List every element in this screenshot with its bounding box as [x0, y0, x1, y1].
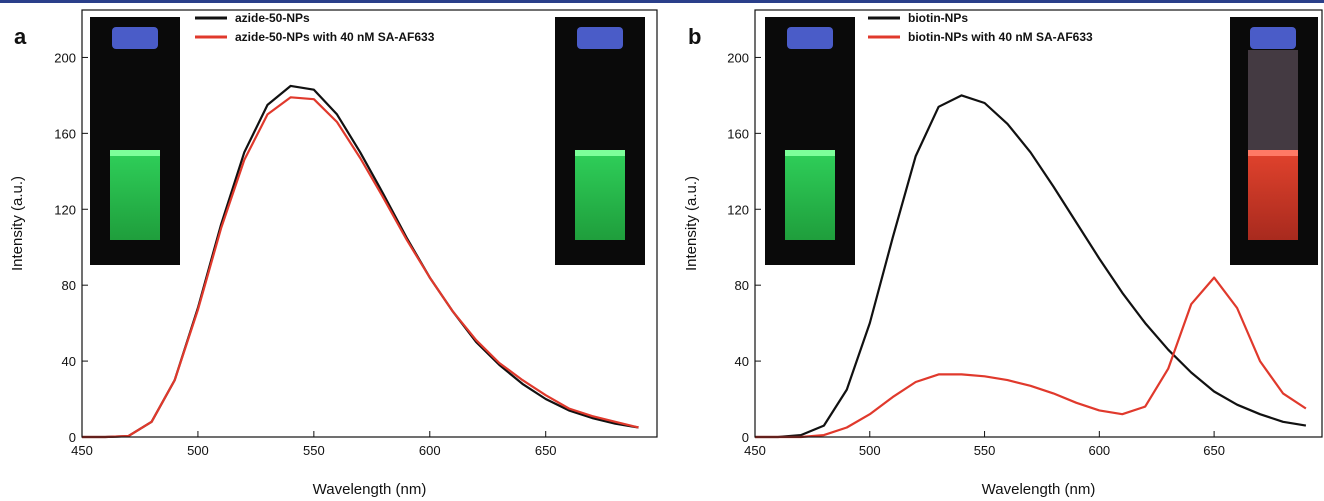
- x-tick-label: 600: [1088, 443, 1110, 458]
- series-line: [755, 276, 1307, 439]
- y-tick-label: 160: [54, 126, 76, 141]
- y-tick-label: 200: [54, 50, 76, 65]
- x-tick-label: 500: [859, 443, 881, 458]
- chart-panel: 450 500 550 600 650 0 40 80 120 160 200 biotin-NPs b…: [683, 9, 1323, 498]
- y-tick-label: 200: [727, 50, 749, 65]
- chart-panel: 450 500 550 600 650 0 40 80 120 160 200 azide-50-NP…: [9, 9, 658, 498]
- y-axis-label: Intensity (a.u.): [683, 176, 700, 271]
- x-tick-label: 450: [744, 443, 766, 458]
- y-tick-label: 80: [62, 278, 76, 293]
- x-tick-label: 500: [187, 443, 209, 458]
- x-tick-label: 650: [1203, 443, 1225, 458]
- inset-photo: [1230, 17, 1318, 265]
- y-tick-label: 0: [69, 430, 76, 445]
- header-strip: [0, 0, 1324, 3]
- x-axis-label: Wavelength (nm): [982, 481, 1096, 498]
- series-line: [755, 94, 1307, 439]
- legend-label: biotin-NPs with 40 nM SA-AF633: [908, 30, 1093, 44]
- y-tick-label: 40: [62, 354, 76, 369]
- y-axis-label: Intensity (a.u.): [9, 176, 26, 271]
- y-tick-label: 120: [727, 202, 749, 217]
- inset-photo: [765, 17, 855, 265]
- legend-label: biotin-NPs: [908, 11, 968, 25]
- x-tick-label: 650: [535, 443, 557, 458]
- x-tick-label: 550: [974, 443, 996, 458]
- y-tick-label: 0: [742, 430, 749, 445]
- y-tick-label: 120: [54, 202, 76, 217]
- plot-frame: [81, 9, 658, 438]
- y-tick-label: 160: [727, 126, 749, 141]
- panel-label: b: [688, 24, 701, 49]
- legend-label: azide-50-NPs with 40 nM SA-AF633: [235, 30, 435, 44]
- panel-label: a: [14, 24, 27, 49]
- series-line: [82, 96, 639, 439]
- x-tick-label: 550: [303, 443, 325, 458]
- inset-photo: [555, 17, 645, 265]
- x-tick-label: 450: [71, 443, 93, 458]
- x-tick-label: 600: [419, 443, 441, 458]
- legend-label: azide-50-NPs: [235, 11, 310, 25]
- y-tick-label: 80: [735, 278, 749, 293]
- plot-frame: [754, 9, 1323, 438]
- inset-photo: [90, 17, 180, 265]
- y-tick-label: 40: [735, 354, 749, 369]
- x-axis-label: Wavelength (nm): [313, 481, 427, 498]
